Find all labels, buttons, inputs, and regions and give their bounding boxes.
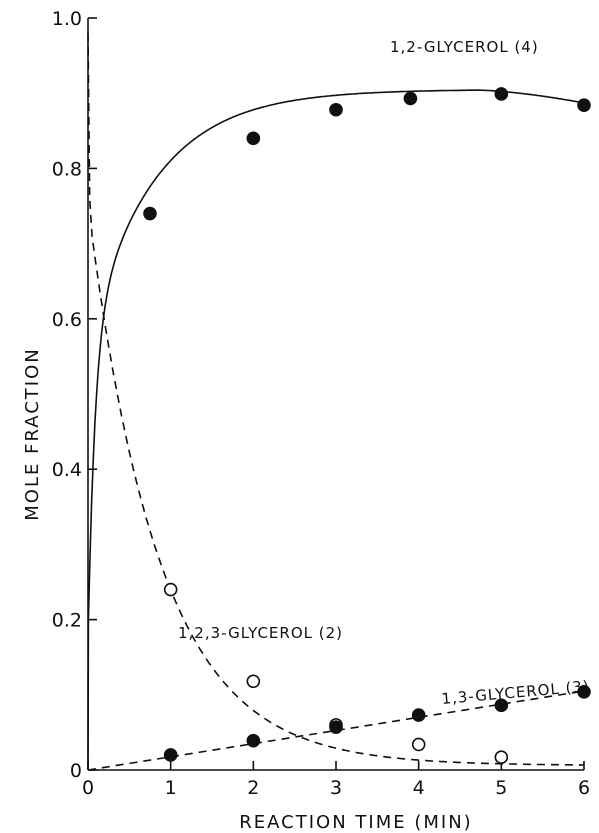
data-point xyxy=(411,737,426,752)
markers xyxy=(143,87,591,765)
data-point xyxy=(577,98,591,113)
data-point xyxy=(577,684,591,699)
series-curve-1,2-glycerol xyxy=(87,89,585,771)
data-point xyxy=(329,102,343,117)
data-point xyxy=(494,87,509,101)
series-curve-1,2,3-glycerol xyxy=(87,32,585,766)
series-label-1,2-glycerol: 1,2-GLYCEROL (4) xyxy=(390,38,539,56)
y-tick-label: 1.0 xyxy=(52,8,82,30)
x-axis-title: REACTION TIME (MIN) xyxy=(239,812,472,833)
y-tick-label: 0.4 xyxy=(52,459,82,481)
x-tick-label: 6 xyxy=(578,777,590,799)
y-tick-label: 0 xyxy=(70,760,82,782)
x-tick-label: 4 xyxy=(413,777,425,799)
x-tick-label: 5 xyxy=(495,777,507,799)
x-tick-label: 0 xyxy=(82,777,94,799)
data-point xyxy=(411,708,426,722)
data-point xyxy=(246,131,261,146)
axes: 0 0.2 0.4 0.6 0.8 1.0 0 1 2 3 4 5 6 xyxy=(52,8,590,799)
data-point xyxy=(246,674,261,689)
data-point xyxy=(494,698,509,713)
data-point xyxy=(163,748,178,762)
y-axis-title: MOLE FRACTION xyxy=(22,347,43,520)
curves xyxy=(87,32,585,771)
y-tick-label: 0.2 xyxy=(52,610,82,632)
y-tick-label: 0.8 xyxy=(52,158,82,180)
data-point xyxy=(143,206,157,221)
data-point xyxy=(403,91,418,106)
data-point xyxy=(329,720,343,734)
y-tick-label: 0.6 xyxy=(52,309,82,331)
data-point xyxy=(246,733,261,748)
data-point xyxy=(163,582,178,597)
labels: REACTION TIME (MIN) MOLE FRACTION 1,2-GLYC… xyxy=(22,38,590,833)
series-label-1,2,3-glycerol: 1,2,3-GLYCEROL (2) xyxy=(178,624,343,642)
x-tick-label: 1 xyxy=(165,777,177,799)
series-label-1,3-glycerol: 1,3-GLYCEROL (3) xyxy=(441,677,591,708)
data-point xyxy=(494,750,509,765)
x-tick-label: 3 xyxy=(330,777,342,799)
x-tick-label: 2 xyxy=(247,777,259,799)
